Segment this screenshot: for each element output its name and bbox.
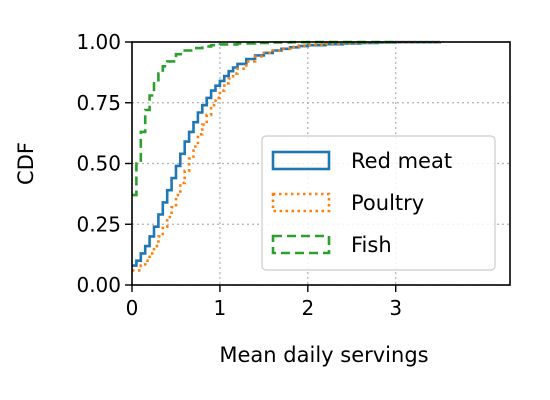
legend: Red meat Poultry Fish [261, 135, 496, 271]
y-tick-label: 0.25 [76, 212, 121, 236]
y-tick-label: 0.00 [76, 273, 121, 297]
series-line-poultry [132, 40, 440, 272]
legend-label: Fish [351, 233, 392, 257]
x-tick-label: 2 [301, 296, 314, 320]
x-tick-label: 3 [389, 296, 402, 320]
series-line-red-meat [132, 40, 441, 267]
legend-swatch [271, 150, 331, 171]
axis-ticks: 0 1 2 3 0.00 0.25 0.50 0.75 1.00 [76, 30, 402, 320]
x-tick-label: 1 [214, 296, 227, 320]
legend-swatch [271, 234, 331, 255]
x-tick-label: 0 [126, 296, 139, 320]
x-axis-label: Mean daily servings [219, 343, 428, 367]
y-tick-label: 0.50 [76, 152, 121, 176]
legend-label: Poultry [351, 191, 424, 215]
y-tick-label: 1.00 [76, 30, 121, 54]
legend-label: Red meat [351, 149, 452, 173]
y-axis-label: CDF [14, 142, 38, 185]
y-tick-label: 0.75 [76, 91, 121, 115]
